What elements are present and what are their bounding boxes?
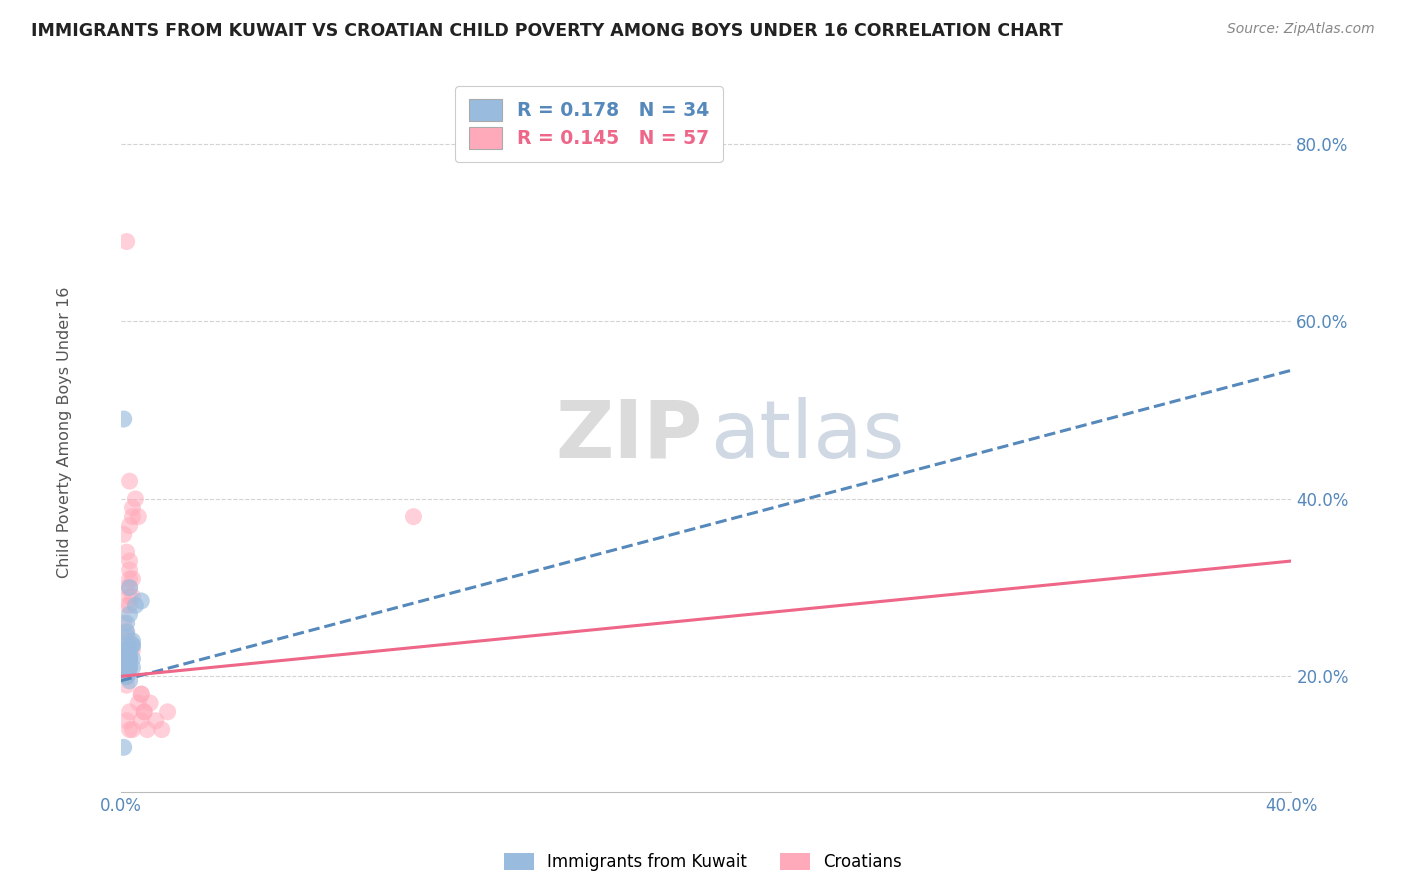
Point (115, 714, 138, 728)
Point (129, 687, 152, 701)
Point (136, 723, 159, 737)
Point (118, 474, 141, 488)
Point (115, 678, 138, 692)
Point (112, 651, 135, 665)
Point (121, 642, 143, 657)
Point (118, 563, 141, 577)
Point (118, 607, 141, 622)
Point (121, 723, 143, 737)
Point (118, 572, 141, 586)
Point (118, 723, 141, 737)
Point (115, 669, 138, 683)
Point (115, 669, 138, 683)
Point (118, 633, 141, 648)
Point (118, 705, 141, 719)
Point (118, 518, 141, 533)
Point (118, 581, 141, 595)
Point (121, 651, 143, 665)
Point (121, 590, 143, 604)
Point (115, 545, 138, 559)
Point (115, 633, 138, 648)
Point (402, 509, 425, 524)
Point (121, 638, 143, 652)
Legend: R = 0.178   N = 34, R = 0.145   N = 57: R = 0.178 N = 34, R = 0.145 N = 57 (456, 86, 723, 162)
Point (127, 509, 149, 524)
Point (118, 590, 141, 604)
Point (124, 599, 146, 613)
Point (115, 235, 138, 249)
Point (118, 660, 141, 674)
Point (115, 651, 138, 665)
Point (115, 642, 138, 657)
Point (118, 660, 141, 674)
Point (145, 714, 167, 728)
Point (115, 660, 138, 674)
Point (118, 673, 141, 688)
Point (115, 642, 138, 657)
Point (118, 651, 141, 665)
Point (150, 723, 173, 737)
Point (121, 633, 143, 648)
Point (112, 651, 135, 665)
Y-axis label: Child Poverty Among Boys Under 16: Child Poverty Among Boys Under 16 (58, 286, 72, 578)
Point (118, 651, 141, 665)
Point (118, 599, 141, 613)
Point (129, 687, 152, 701)
Point (115, 642, 138, 657)
Legend: Immigrants from Kuwait, Croatians: Immigrants from Kuwait, Croatians (495, 845, 911, 880)
Point (115, 642, 138, 657)
Point (124, 491, 146, 506)
Point (134, 705, 156, 719)
Point (115, 625, 138, 640)
Point (112, 740, 135, 755)
Point (115, 669, 138, 683)
Text: IMMIGRANTS FROM KUWAIT VS CROATIAN CHILD POVERTY AMONG BOYS UNDER 16 CORRELATION: IMMIGRANTS FROM KUWAIT VS CROATIAN CHILD… (31, 22, 1063, 40)
Point (134, 705, 156, 719)
Point (115, 669, 138, 683)
Point (156, 705, 179, 719)
Point (118, 554, 141, 568)
Point (139, 696, 162, 710)
Point (118, 651, 141, 665)
Point (115, 581, 138, 595)
Point (121, 660, 143, 674)
Point (118, 660, 141, 674)
Point (121, 572, 143, 586)
Point (115, 616, 138, 631)
Point (112, 412, 135, 426)
Point (115, 647, 138, 661)
Point (121, 638, 143, 652)
Point (112, 656, 135, 670)
Point (118, 581, 141, 595)
Point (118, 642, 141, 657)
Point (115, 629, 138, 643)
Text: ZIP: ZIP (555, 397, 703, 475)
Text: atlas: atlas (710, 397, 904, 475)
Point (118, 660, 141, 674)
Point (112, 638, 135, 652)
Point (115, 660, 138, 674)
Point (115, 660, 138, 674)
Point (118, 651, 141, 665)
Point (115, 669, 138, 683)
Point (129, 714, 152, 728)
Point (121, 500, 143, 515)
Text: Source: ZipAtlas.com: Source: ZipAtlas.com (1227, 22, 1375, 37)
Point (127, 696, 149, 710)
Point (112, 616, 135, 631)
Point (115, 669, 138, 683)
Point (112, 527, 135, 541)
Point (115, 625, 138, 640)
Point (118, 651, 141, 665)
Point (115, 642, 138, 657)
Point (118, 642, 141, 657)
Point (115, 665, 138, 679)
Point (118, 651, 141, 665)
Point (129, 594, 152, 608)
Point (115, 660, 138, 674)
Point (118, 642, 141, 657)
Point (115, 599, 138, 613)
Point (121, 509, 143, 524)
